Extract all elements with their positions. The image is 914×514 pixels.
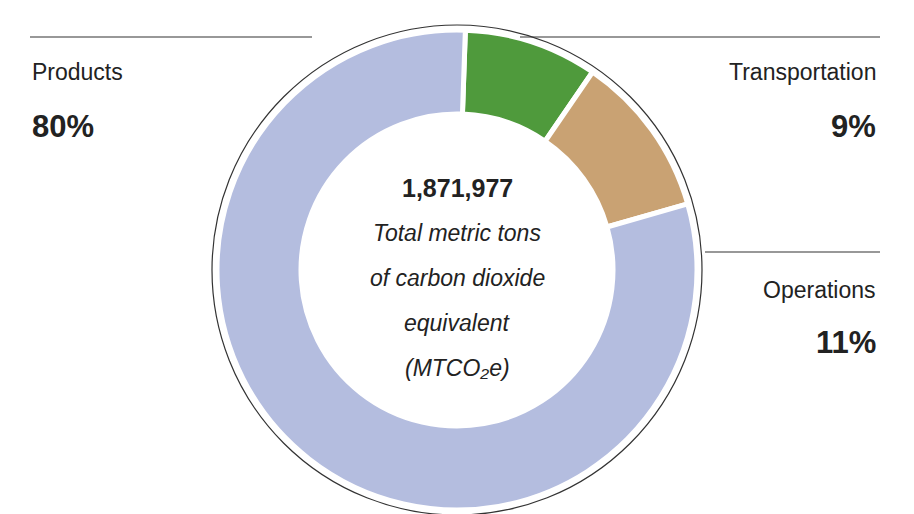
svg-text:equivalent: equivalent xyxy=(404,310,510,336)
svg-text:of carbon dioxide: of carbon dioxide xyxy=(370,265,545,291)
svg-text:Products: Products xyxy=(32,59,123,85)
svg-text:11%: 11% xyxy=(816,325,876,360)
svg-text:Operations: Operations xyxy=(763,277,876,303)
svg-text:(MTCO₂e): (MTCO₂e) xyxy=(405,355,510,381)
svg-text:80%: 80% xyxy=(32,109,94,144)
svg-text:Transportation: Transportation xyxy=(729,59,876,85)
svg-text:9%: 9% xyxy=(831,109,876,144)
svg-text:1,871,977: 1,871,977 xyxy=(402,174,513,202)
svg-text:Total metric tons: Total metric tons xyxy=(373,220,541,246)
